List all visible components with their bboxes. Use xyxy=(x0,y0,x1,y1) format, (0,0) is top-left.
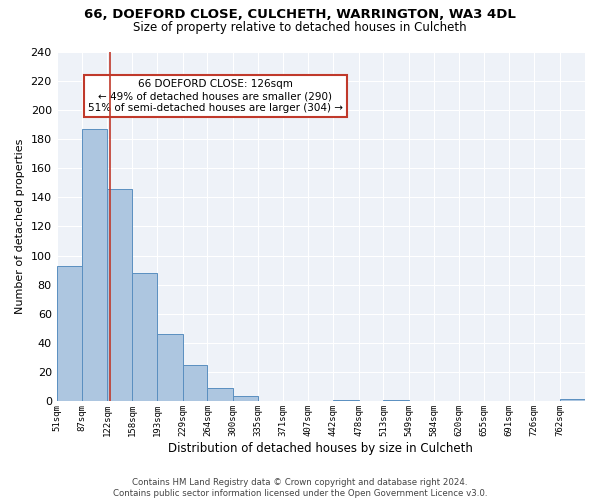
Y-axis label: Number of detached properties: Number of detached properties xyxy=(15,139,25,314)
Text: Contains HM Land Registry data © Crown copyright and database right 2024.
Contai: Contains HM Land Registry data © Crown c… xyxy=(113,478,487,498)
X-axis label: Distribution of detached houses by size in Culcheth: Distribution of detached houses by size … xyxy=(169,442,473,455)
Bar xyxy=(56,266,82,402)
Bar xyxy=(208,388,233,402)
Bar xyxy=(333,400,359,402)
Bar xyxy=(157,334,182,402)
Bar xyxy=(107,188,133,402)
Text: 66, DOEFORD CLOSE, CULCHETH, WARRINGTON, WA3 4DL: 66, DOEFORD CLOSE, CULCHETH, WARRINGTON,… xyxy=(84,8,516,20)
Text: 66 DOEFORD CLOSE: 126sqm
← 49% of detached houses are smaller (290)
51% of semi-: 66 DOEFORD CLOSE: 126sqm ← 49% of detach… xyxy=(88,80,343,112)
Bar xyxy=(133,273,157,402)
Bar xyxy=(560,398,585,402)
Bar xyxy=(233,396,257,402)
Bar xyxy=(82,129,107,402)
Text: Size of property relative to detached houses in Culcheth: Size of property relative to detached ho… xyxy=(133,21,467,34)
Bar xyxy=(182,365,208,402)
Bar xyxy=(383,400,409,402)
